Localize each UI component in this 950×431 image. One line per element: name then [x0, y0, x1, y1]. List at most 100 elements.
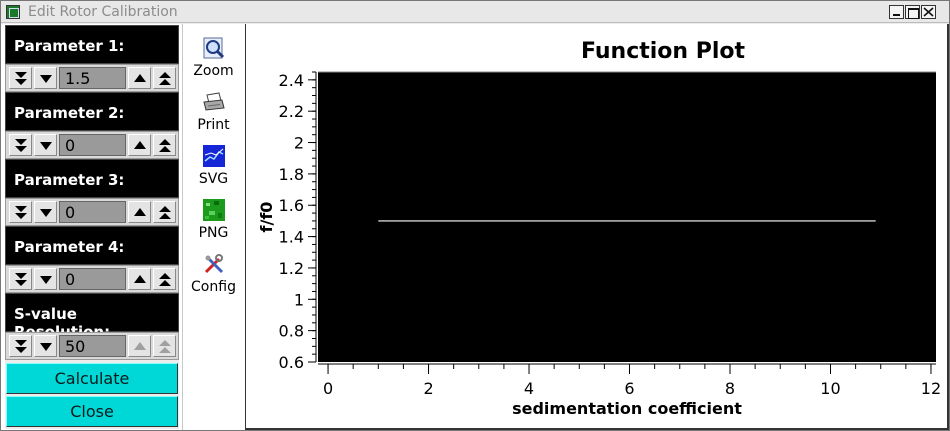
zoom-label: Zoom — [193, 63, 234, 79]
decrease-button[interactable] — [34, 134, 57, 156]
chevron-down-icon — [40, 343, 52, 351]
double-chevron-down-icon — [15, 206, 27, 219]
chevron-up-icon — [134, 342, 146, 350]
x-tick-label: 12 — [921, 379, 941, 398]
x-tick-label: 8 — [725, 379, 735, 398]
x-axis-label: sedimentation coefficient — [512, 399, 742, 418]
x-tick-label: 6 — [624, 379, 634, 398]
plot-canvas[interactable] — [318, 72, 936, 362]
parameter-1-counter: 1.5 — [5, 64, 179, 92]
calculate-button[interactable]: Calculate — [6, 363, 178, 394]
y-axis-label: f/f0 — [257, 202, 276, 233]
increase-fast-button[interactable] — [153, 335, 176, 357]
chevron-up-icon — [134, 141, 146, 149]
decrease-fast-button[interactable] — [9, 201, 32, 223]
increase-button[interactable] — [128, 67, 151, 89]
x-tick-label: 2 — [423, 379, 433, 398]
decrease-button[interactable] — [34, 335, 57, 357]
function-plot[interactable]: Function Plot 0.6 0.8 1 1.2 1.4 1.6 1.8 2 2.2 2.4 0… — [246, 24, 950, 430]
client-area: Calculate Close Parameter 1: 1.5 Parameter… — [1, 24, 949, 430]
double-chevron-up-icon — [159, 139, 171, 152]
double-chevron-down-icon — [15, 139, 27, 152]
parameter-panel: Calculate Close Parameter 1: 1.5 Parameter… — [5, 25, 179, 429]
close-icon — [923, 7, 934, 17]
minimize-button[interactable] — [889, 5, 904, 19]
print-label: Print — [197, 117, 230, 133]
decrease-button[interactable] — [34, 201, 57, 223]
y-tick-label: 1.4 — [279, 228, 304, 247]
svg-tool[interactable]: SVG — [184, 136, 243, 190]
plot-area: Function Plot 0.6 0.8 1 1.2 1.4 1.6 1.8 2 2.2 2.4 0… — [245, 24, 949, 430]
window-title: Edit Rotor Calibration — [28, 4, 178, 20]
chevron-down-icon — [40, 75, 52, 83]
chevron-down-icon — [40, 276, 52, 284]
double-chevron-down-icon — [15, 340, 27, 353]
x-tick-label: 10 — [820, 379, 840, 398]
panel-divider — [182, 24, 183, 430]
x-tick-label: 4 — [524, 379, 534, 398]
zoom-tool[interactable]: Zoom — [184, 28, 243, 82]
increase-fast-button[interactable] — [153, 268, 176, 290]
decrease-button[interactable] — [34, 67, 57, 89]
double-chevron-up-icon — [159, 273, 171, 286]
chevron-up-icon — [134, 74, 146, 82]
parameter-3-counter: 0 — [5, 198, 179, 226]
increase-button[interactable] — [128, 335, 151, 357]
decrease-fast-button[interactable] — [9, 67, 32, 89]
config-tool[interactable]: Config — [184, 244, 243, 298]
y-tick-label: 0.6 — [279, 353, 304, 372]
increase-button[interactable] — [128, 201, 151, 223]
parameter-4-label: Parameter 4: — [5, 226, 179, 265]
parameter-value-field[interactable]: 0 — [59, 134, 126, 156]
close-button[interactable]: Close — [6, 396, 178, 427]
decrease-button[interactable] — [34, 268, 57, 290]
decrease-fast-button[interactable] — [9, 335, 32, 357]
plot-toolbar: Zoom Print SVG — [184, 24, 243, 430]
x-tick-label: 0 — [323, 379, 333, 398]
y-tick-label: 2.4 — [279, 71, 304, 90]
parameter-value-field[interactable]: 50 — [59, 335, 126, 357]
parameter-5-label: S-value Resolution: — [5, 293, 179, 341]
png-tool[interactable]: PNG — [184, 190, 243, 244]
decrease-fast-button[interactable] — [9, 134, 32, 156]
printer-icon — [203, 92, 225, 111]
chevron-up-icon — [134, 275, 146, 283]
print-tool[interactable]: Print — [184, 82, 243, 136]
svg-export-icon — [203, 145, 225, 167]
parameter-2-label: Parameter 2: — [5, 92, 179, 131]
parameter-2-counter: 0 — [5, 131, 179, 159]
close-window-button[interactable] — [921, 5, 936, 19]
title-bar[interactable]: Edit Rotor Calibration — [1, 1, 949, 23]
png-export-icon — [203, 199, 225, 221]
y-tick-label: 1.2 — [279, 259, 304, 278]
svg-label: SVG — [198, 171, 229, 187]
double-chevron-up-icon — [159, 340, 171, 353]
chevron-up-icon — [134, 208, 146, 216]
double-chevron-down-icon — [15, 273, 27, 286]
zoom-icon — [203, 37, 225, 59]
parameter-value-field[interactable]: 0 — [59, 268, 126, 290]
config-label: Config — [191, 279, 236, 295]
maximize-button[interactable] — [905, 5, 920, 19]
increase-fast-button[interactable] — [153, 134, 176, 156]
chevron-down-icon — [40, 209, 52, 217]
increase-button[interactable] — [128, 268, 151, 290]
y-tick-label: 2 — [294, 134, 304, 153]
parameter-value-field[interactable]: 0 — [59, 201, 126, 223]
y-tick-label: 1.8 — [279, 165, 304, 184]
chart-title: Function Plot — [581, 39, 746, 64]
app-icon — [6, 5, 20, 19]
increase-fast-button[interactable] — [153, 201, 176, 223]
y-tick-label: 2.2 — [279, 102, 304, 121]
y-tick-label: 1 — [294, 290, 304, 309]
tools-icon — [204, 254, 224, 274]
double-chevron-up-icon — [159, 72, 171, 85]
parameter-value-field[interactable]: 1.5 — [59, 67, 126, 89]
y-tick-label: 1.6 — [279, 196, 304, 215]
increase-button[interactable] — [128, 134, 151, 156]
decrease-fast-button[interactable] — [9, 268, 32, 290]
increase-fast-button[interactable] — [153, 67, 176, 89]
parameter-3-label: Parameter 3: — [5, 159, 179, 198]
parameter-5-counter: 50 — [5, 332, 179, 360]
